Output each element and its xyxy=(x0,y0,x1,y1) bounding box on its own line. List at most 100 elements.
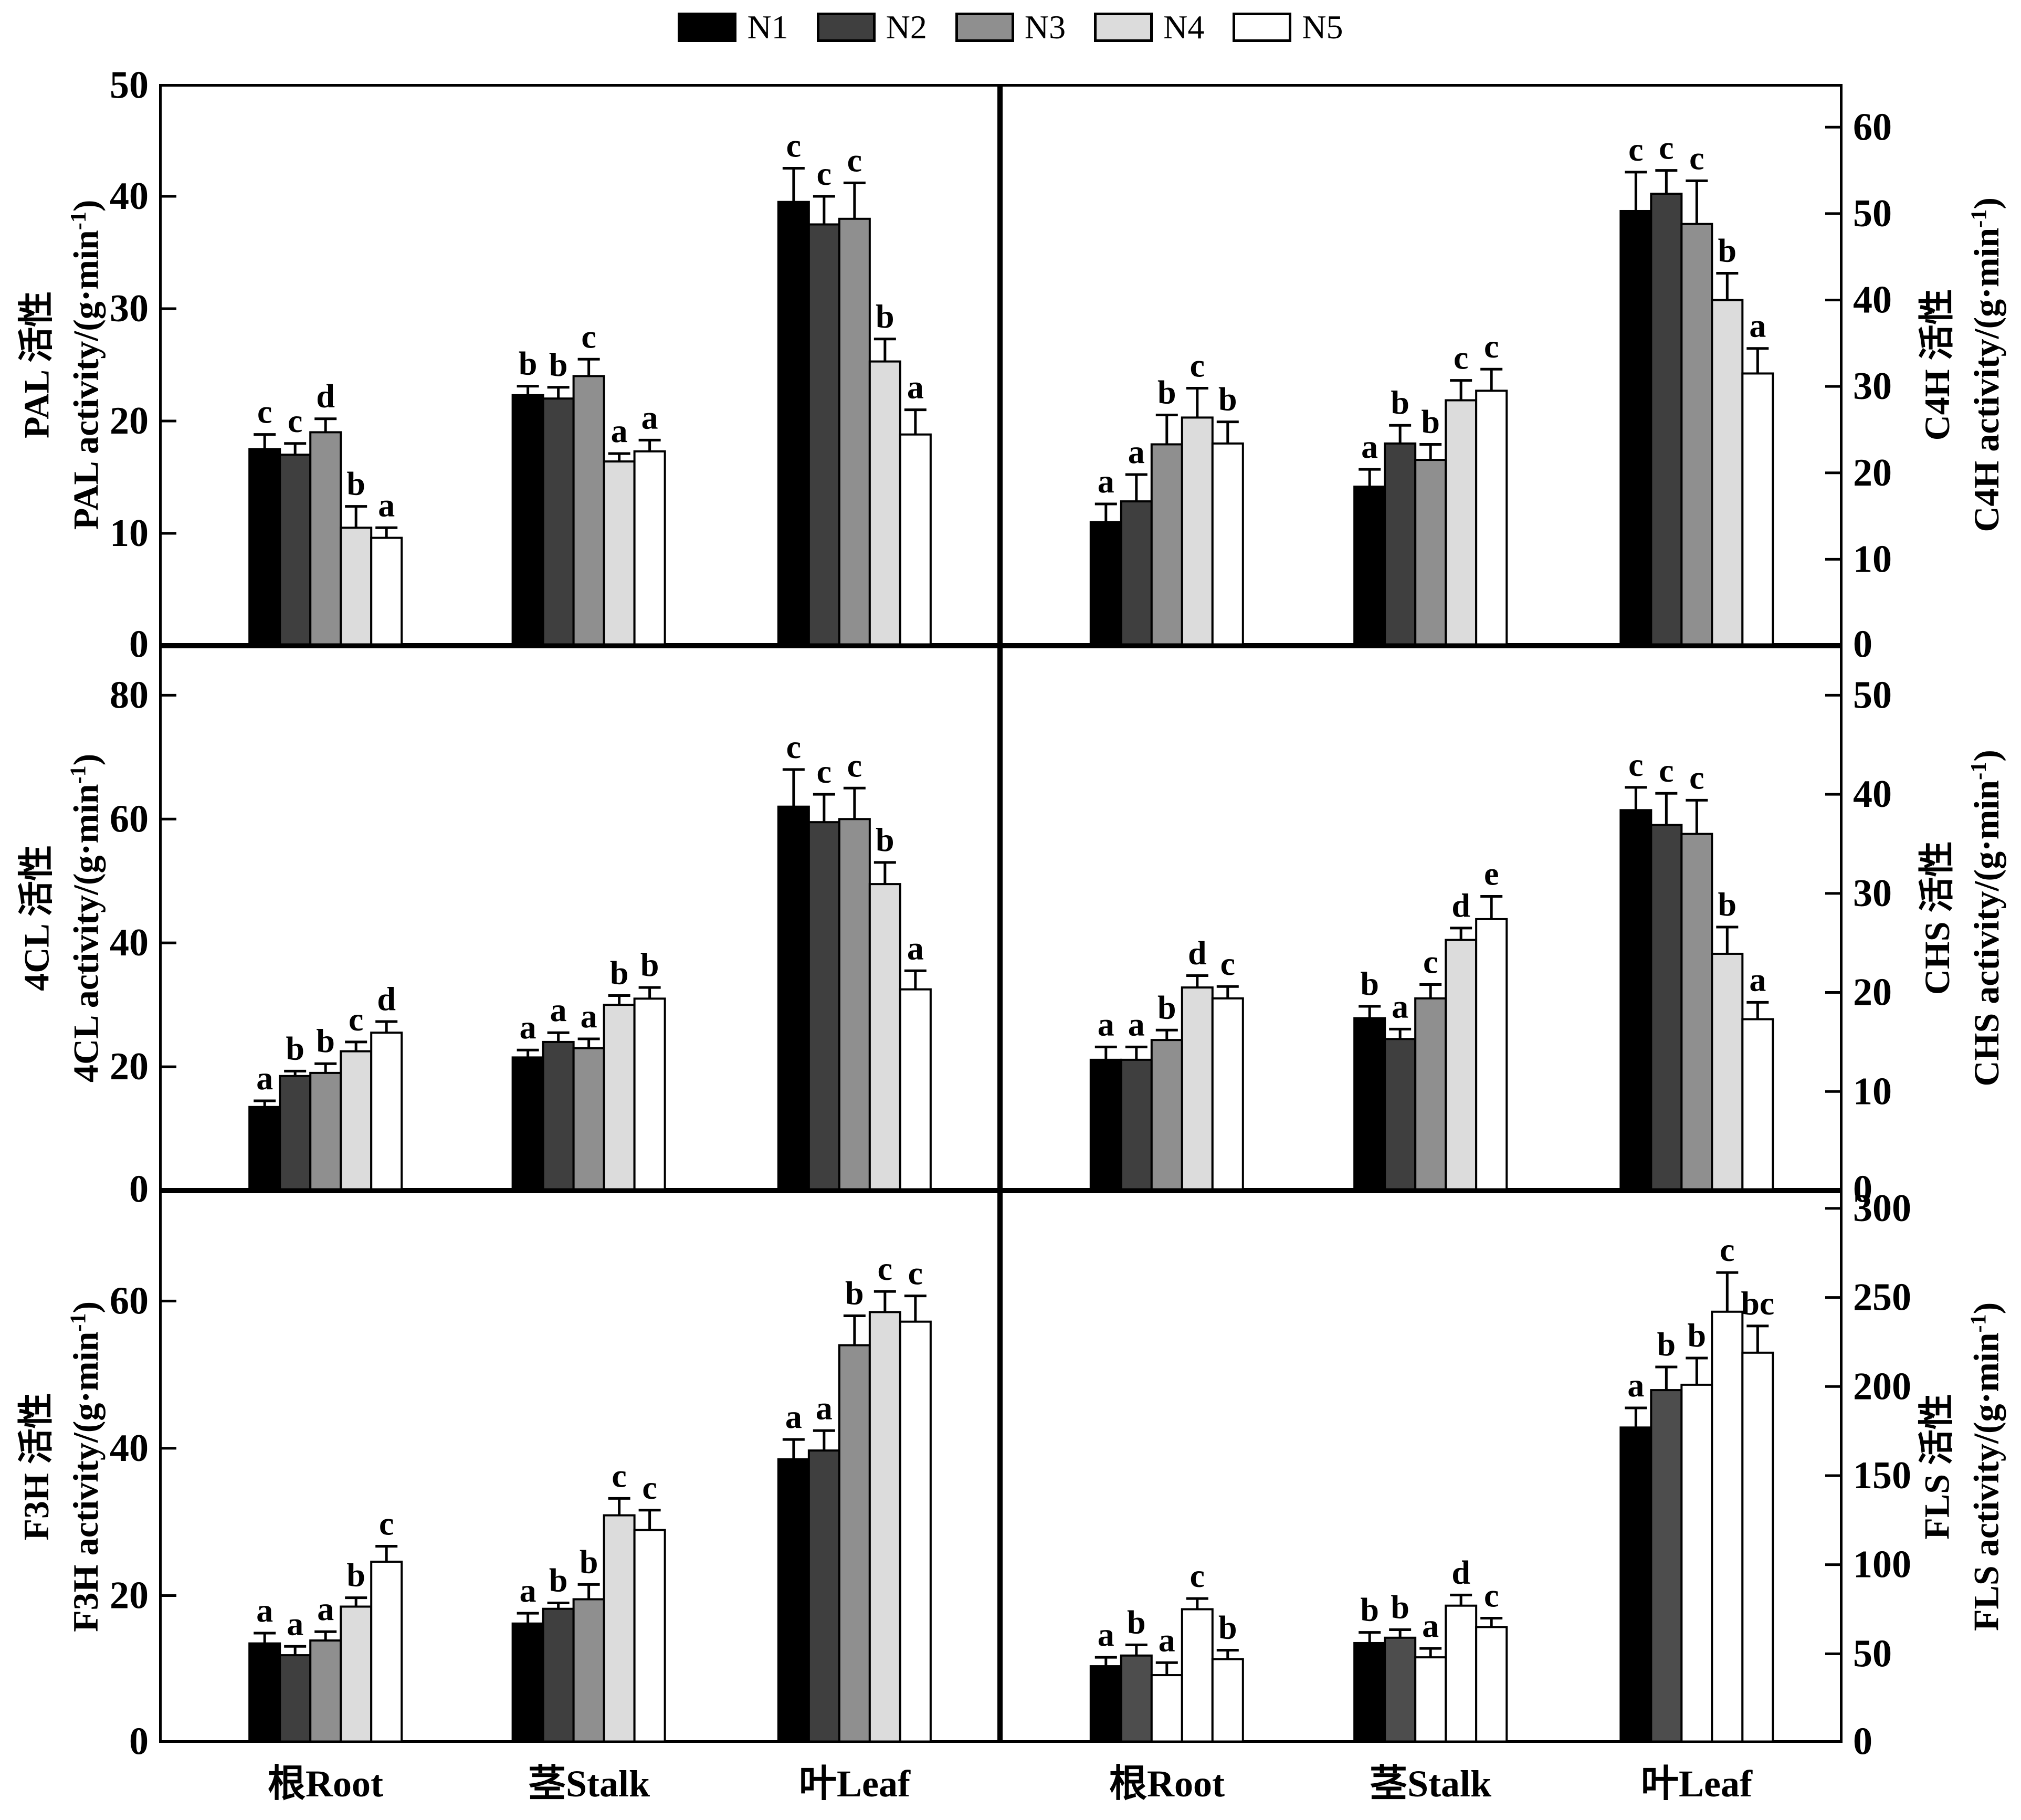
sig-letter: a xyxy=(378,486,395,523)
sig-letter: a xyxy=(641,398,658,436)
bar-f3h-茎Stalk-N3 xyxy=(572,1598,605,1743)
bar-chs-茎Stalk-N3 xyxy=(1414,997,1447,1191)
y-axis-title-fls-zh: FLS 活性 xyxy=(1917,1394,1957,1540)
sig-letter: bc xyxy=(1741,1285,1774,1322)
bar-fls-叶Leaf-N3 xyxy=(1680,1383,1713,1743)
sig-letter: c xyxy=(1484,1576,1499,1614)
sig-letter: d xyxy=(377,980,396,1017)
bar-4cl-根Root-N4 xyxy=(340,1050,373,1191)
legend-label-n5: N5 xyxy=(1302,8,1343,46)
legend-item-n2: N2 xyxy=(816,10,927,44)
legend-item-n4: N4 xyxy=(1094,10,1204,44)
sig-letter: b xyxy=(1218,1609,1237,1646)
sig-letter: e xyxy=(1484,855,1499,892)
sig-letter: c xyxy=(1484,328,1499,365)
y-tick-label: 0 xyxy=(1853,1720,1872,1763)
sig-letter: b xyxy=(1391,1588,1409,1626)
sig-letter: a xyxy=(256,1059,273,1097)
sig-letter: a xyxy=(1627,1366,1644,1404)
bar-fls-茎Stalk-N4 xyxy=(1445,1604,1478,1743)
y-axis-title-pal-zh: PAL 活性 xyxy=(16,291,57,439)
sig-letter: a xyxy=(317,1590,334,1627)
y-axis-title-f3h-en: F3H activity/(g·min-1) xyxy=(66,1301,106,1633)
y-tick-label: 50 xyxy=(110,64,149,107)
sig-letter: b xyxy=(1688,1317,1707,1354)
y-tick-label: 20 xyxy=(110,1574,149,1617)
bar-4cl-茎Stalk-N2 xyxy=(542,1040,575,1191)
bar-4cl-根Root-N1 xyxy=(248,1106,281,1191)
legend-swatch-n1 xyxy=(678,13,737,42)
y-tick-label: 10 xyxy=(1853,538,1892,581)
y-axis-title-c4h: C4H 活性 C4H activity/(g·min-1) xyxy=(1903,84,2021,646)
sig-letter: b xyxy=(1360,1591,1379,1628)
bar-c4h-茎Stalk-N1 xyxy=(1353,486,1386,646)
sig-letter: a xyxy=(1128,1005,1145,1043)
y-tick-label: 0 xyxy=(1853,1168,1872,1211)
bar-c4h-根Root-N5 xyxy=(1211,442,1244,646)
bar-f3h-叶Leaf-N3 xyxy=(838,1344,871,1743)
bar-chs-根Root-N2 xyxy=(1120,1058,1153,1191)
y-tick-label: 60 xyxy=(110,1279,149,1322)
y-axis-title-chs: CHS 活性 CHS activity/(g·min-1) xyxy=(1903,646,2021,1191)
bar-pal-茎Stalk-N5 xyxy=(633,450,666,646)
y-tick-label: 30 xyxy=(1853,872,1892,915)
sig-letter: c xyxy=(1659,752,1673,789)
bar-chs-茎Stalk-N5 xyxy=(1475,918,1508,1191)
sig-letter: c xyxy=(1220,945,1235,982)
y-tick-label: 0 xyxy=(129,623,149,666)
sig-letter: c xyxy=(817,753,831,790)
sig-letter: b xyxy=(1157,373,1176,411)
y-tick-label: 40 xyxy=(110,921,149,964)
bar-c4h-根Root-N2 xyxy=(1120,500,1153,646)
bar-pal-叶Leaf-N4 xyxy=(868,360,901,646)
bar-f3h-茎Stalk-N5 xyxy=(633,1529,666,1743)
sig-letter: b xyxy=(316,1022,335,1059)
bar-c4h-茎Stalk-N2 xyxy=(1384,442,1417,646)
sig-letter: c xyxy=(1628,746,1643,783)
legend-swatch-n3 xyxy=(955,13,1014,42)
bar-fls-茎Stalk-N3 xyxy=(1414,1656,1447,1743)
sig-letter: d xyxy=(1451,887,1470,924)
y-axis-title-f3h: F3H 活性 F3H activity/(g·min-1) xyxy=(0,1191,123,1743)
legend-swatch-n4 xyxy=(1094,13,1153,42)
bar-pal-根Root-N2 xyxy=(279,454,312,646)
y-axis-title-chs-zh: CHS 活性 xyxy=(1917,841,1957,995)
bar-fls-叶Leaf-N5 xyxy=(1741,1351,1774,1743)
y-axis-title-pal: PAL 活性 PAL activity/(g·min-1) xyxy=(0,84,123,646)
bar-chs-茎Stalk-N1 xyxy=(1353,1017,1386,1191)
sig-letter: b xyxy=(1391,384,1409,421)
sig-letter: c xyxy=(642,1469,657,1506)
sig-letter: c xyxy=(1190,346,1205,384)
legend-swatch-n2 xyxy=(816,13,876,42)
sig-letter: a xyxy=(287,1605,303,1642)
y-tick-label: 10 xyxy=(1853,1070,1892,1113)
bar-c4h-叶Leaf-N3 xyxy=(1680,223,1713,646)
y-tick-label: 10 xyxy=(110,512,149,555)
bar-4cl-根Root-N5 xyxy=(370,1032,403,1191)
y-tick-label: 20 xyxy=(1853,451,1892,495)
y-axis-title-4cl: 4CL 活性 4CL activity/(g·min-1) xyxy=(0,646,123,1191)
bar-fls-茎Stalk-N1 xyxy=(1353,1642,1386,1743)
bar-pal-茎Stalk-N3 xyxy=(572,375,605,646)
bar-pal-根Root-N5 xyxy=(370,536,403,646)
sig-letter: a xyxy=(256,1592,273,1629)
bar-chs-叶Leaf-N5 xyxy=(1741,1018,1774,1191)
y-tick-label: 40 xyxy=(110,175,149,218)
bar-chs-叶Leaf-N1 xyxy=(1619,809,1652,1191)
bar-4cl-茎Stalk-N4 xyxy=(603,1004,636,1191)
bar-pal-叶Leaf-N5 xyxy=(899,433,932,646)
y-tick-label: 250 xyxy=(1853,1276,1911,1319)
bar-fls-根Root-N2 xyxy=(1120,1654,1153,1743)
y-tick-label: 150 xyxy=(1853,1454,1911,1497)
sig-letter: a xyxy=(785,1398,802,1435)
sig-letter: a xyxy=(907,929,924,966)
sig-letter: b xyxy=(519,345,538,382)
sig-letter: c xyxy=(847,746,862,784)
bar-c4h-茎Stalk-N4 xyxy=(1445,399,1478,646)
bar-f3h-叶Leaf-N1 xyxy=(777,1458,810,1743)
y-axis-title-chs-en: CHS activity/(g·min-1) xyxy=(1966,750,2006,1087)
sig-letter: a xyxy=(1422,1607,1439,1644)
bar-fls-茎Stalk-N5 xyxy=(1475,1626,1508,1743)
